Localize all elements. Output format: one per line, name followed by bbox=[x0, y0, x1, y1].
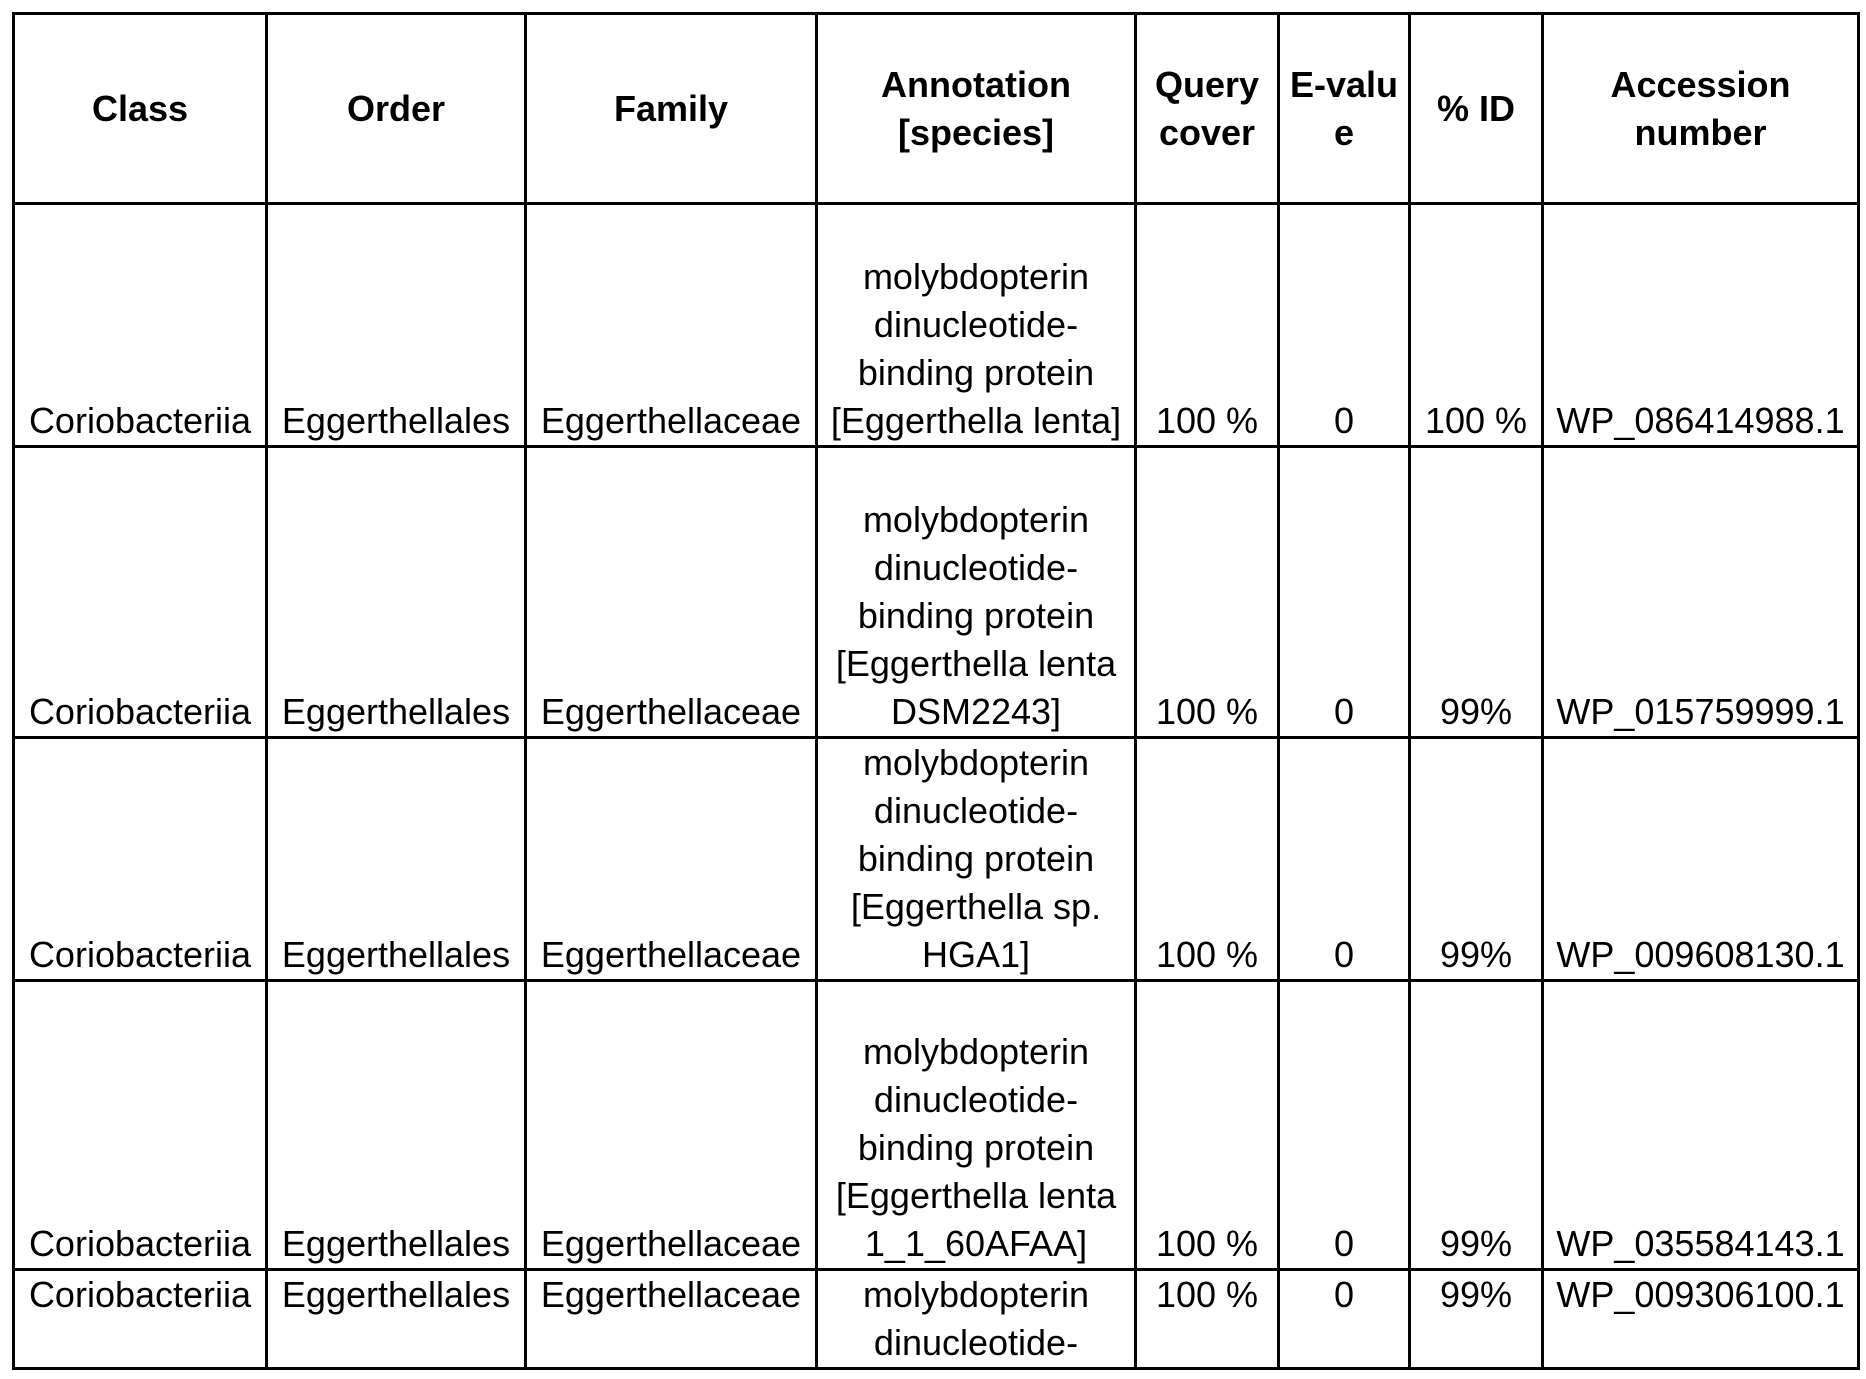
cell-annotation: molybdopterin dinucleotide-binding prote… bbox=[817, 981, 1136, 1270]
cell-class: Coriobacteriia bbox=[14, 1270, 267, 1369]
cell-query-cover: 100 % bbox=[1136, 204, 1279, 447]
cell-query-cover: 100 % bbox=[1136, 981, 1279, 1270]
table-row: CoriobacteriiaEggerthellalesEggerthellac… bbox=[14, 981, 1859, 1270]
cell-evalue: 0 bbox=[1279, 981, 1410, 1270]
cell-accession: WP_009608130.1 bbox=[1543, 738, 1859, 981]
table-row: CoriobacteriiaEggerthellalesEggerthellac… bbox=[14, 1270, 1859, 1369]
cell-class: Coriobacteriia bbox=[14, 447, 267, 738]
cell-class: Coriobacteriia bbox=[14, 981, 267, 1270]
cell-order: Eggerthellales bbox=[267, 981, 526, 1270]
cell-family: Eggerthellaceae bbox=[526, 204, 817, 447]
header-row: Class Order Family Annotation [species] … bbox=[14, 14, 1859, 204]
header-annotation: Annotation [species] bbox=[817, 14, 1136, 204]
header-query-cover: Query cover bbox=[1136, 14, 1279, 204]
header-class: Class bbox=[14, 14, 267, 204]
header-evalue: E-value bbox=[1279, 14, 1410, 204]
cell-evalue: 0 bbox=[1279, 447, 1410, 738]
cell-accession: WP_086414988.1 bbox=[1543, 204, 1859, 447]
cell-order: Eggerthellales bbox=[267, 204, 526, 447]
table-row: CoriobacteriiaEggerthellalesEggerthellac… bbox=[14, 204, 1859, 447]
header-order: Order bbox=[267, 14, 526, 204]
cell-accession: WP_035584143.1 bbox=[1543, 981, 1859, 1270]
cell-class: Coriobacteriia bbox=[14, 738, 267, 981]
cell-evalue: 0 bbox=[1279, 738, 1410, 981]
header-accession: Accession number bbox=[1543, 14, 1859, 204]
cell-annotation: molybdopterin dinucleotide-binding prote… bbox=[817, 204, 1136, 447]
cell-family: Eggerthellaceae bbox=[526, 981, 817, 1270]
cell-order: Eggerthellales bbox=[267, 1270, 526, 1369]
cell-accession: WP_015759999.1 bbox=[1543, 447, 1859, 738]
cell-family: Eggerthellaceae bbox=[526, 1270, 817, 1369]
cell-family: Eggerthellaceae bbox=[526, 447, 817, 738]
cell-pid: 100 % bbox=[1410, 204, 1543, 447]
cell-class: Coriobacteriia bbox=[14, 204, 267, 447]
cell-accession: WP_009306100.1 bbox=[1543, 1270, 1859, 1369]
cell-annotation: molybdopterin dinucleotide-binding prote… bbox=[817, 447, 1136, 738]
cell-pid: 99% bbox=[1410, 1270, 1543, 1369]
cell-annotation: molybdopterin dinucleotide-binding prote… bbox=[817, 738, 1136, 981]
cell-evalue: 0 bbox=[1279, 1270, 1410, 1369]
results-table: Class Order Family Annotation [species] … bbox=[12, 12, 1860, 1370]
header-family: Family bbox=[526, 14, 817, 204]
cell-order: Eggerthellales bbox=[267, 447, 526, 738]
cell-order: Eggerthellales bbox=[267, 738, 526, 981]
cell-pid: 99% bbox=[1410, 981, 1543, 1270]
cell-family: Eggerthellaceae bbox=[526, 738, 817, 981]
cell-pid: 99% bbox=[1410, 447, 1543, 738]
header-pid: % ID bbox=[1410, 14, 1543, 204]
cell-pid: 99% bbox=[1410, 738, 1543, 981]
cell-annotation: molybdopterin dinucleotide- bbox=[817, 1270, 1136, 1369]
cell-query-cover: 100 % bbox=[1136, 1270, 1279, 1369]
cell-query-cover: 100 % bbox=[1136, 738, 1279, 981]
cell-evalue: 0 bbox=[1279, 204, 1410, 447]
table-row: CoriobacteriiaEggerthellalesEggerthellac… bbox=[14, 738, 1859, 981]
cell-query-cover: 100 % bbox=[1136, 447, 1279, 738]
table-row: CoriobacteriiaEggerthellalesEggerthellac… bbox=[14, 447, 1859, 738]
